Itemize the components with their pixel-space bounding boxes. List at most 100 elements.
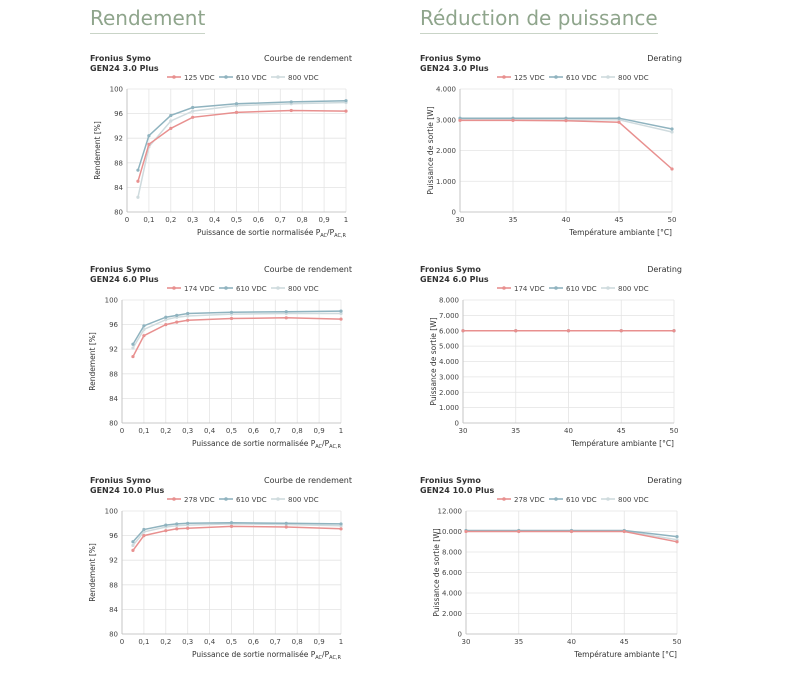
legend-swatch-marker	[172, 286, 176, 290]
x-tick-label: 0,8	[292, 638, 303, 646]
product-model: GEN24 3.0 Plus	[420, 64, 489, 73]
legend-label: 800 VDC	[288, 74, 319, 82]
x-tick-label: 0,8	[292, 427, 303, 435]
y-tick-label: 88	[109, 370, 118, 378]
data-point	[131, 540, 135, 544]
legend-swatch-marker	[172, 497, 176, 501]
legend-label: 800 VDC	[288, 496, 319, 504]
x-tick-label: 30	[459, 427, 468, 435]
legend-swatch-marker	[606, 497, 610, 501]
x-axis-label-main: Température ambiante [°C]	[570, 439, 674, 448]
product-name: Fronius Symo	[420, 54, 481, 63]
x-tick-label: 0,4	[204, 638, 216, 646]
data-point	[617, 116, 621, 120]
y-axis-label: Puissance de sortie [W]	[432, 528, 441, 616]
product-name: Fronius Symo	[420, 265, 481, 274]
y-axis-label: Rendement [%]	[88, 543, 97, 602]
legend-label: 610 VDC	[236, 496, 267, 504]
data-point	[289, 108, 293, 113]
y-tick-label: 8.000	[439, 297, 459, 305]
data-point	[164, 523, 168, 527]
legend-label: 610 VDC	[236, 74, 267, 82]
data-point	[617, 120, 621, 124]
x-tick-label: 0,1	[138, 427, 149, 435]
product-name: Fronius Symo	[420, 476, 481, 485]
data-point	[175, 320, 179, 324]
x-tick-label: 1	[339, 638, 343, 646]
x-axis-label: Puissance de sortie normalisée PAC/PAC,R	[192, 650, 342, 661]
chart-title: Courbe de rendement	[264, 265, 352, 274]
y-tick-label: 96	[109, 321, 118, 329]
series-line-610-vdc	[132, 310, 342, 345]
x-axis-label-mid: /P	[322, 650, 330, 659]
x-axis-label-sub2: AC,R	[329, 655, 341, 661]
legend-label: 125 VDC	[514, 74, 545, 82]
chart-title: Derating	[647, 265, 682, 274]
legend-swatch-marker	[554, 75, 558, 79]
series-line-278-vdc	[132, 525, 342, 551]
data-point	[229, 521, 234, 525]
x-tick-label: 45	[617, 427, 626, 435]
y-axis-label: Rendement [%]	[93, 121, 102, 180]
chart-title: Courbe de rendement	[264, 54, 352, 63]
x-tick-label: 40	[567, 638, 576, 646]
legend-swatch-marker	[554, 497, 558, 501]
x-tick-label: 50	[673, 638, 682, 646]
data-point	[339, 522, 343, 526]
data-point	[164, 323, 168, 327]
data-point	[344, 109, 348, 113]
data-point	[191, 105, 195, 110]
chart-title: Derating	[647, 54, 682, 63]
x-tick-label: 50	[668, 216, 677, 224]
x-tick-label: 0,3	[187, 216, 198, 224]
x-axis-label-main: Puissance de sortie normalisée P	[192, 650, 316, 659]
data-point	[175, 527, 179, 531]
data-point	[344, 99, 348, 103]
y-tick-label: 0	[452, 209, 456, 217]
data-point	[229, 310, 234, 314]
data-point	[569, 529, 574, 534]
legend-label: 610 VDC	[566, 285, 597, 293]
legend-label: 610 VDC	[566, 496, 597, 504]
legend-label: 174 VDC	[184, 285, 215, 293]
x-tick-label: 45	[620, 638, 629, 646]
data-point	[511, 118, 515, 122]
data-point	[564, 116, 568, 120]
legend-label: 278 VDC	[184, 496, 215, 504]
y-tick-label: 3.000	[439, 373, 459, 381]
data-point	[136, 179, 140, 183]
data-point	[169, 119, 173, 123]
product-model: GEN24 10.0 Plus	[90, 486, 164, 495]
data-point	[672, 329, 676, 333]
x-axis-label-sub2: AC,R	[334, 233, 346, 239]
x-tick-label: 0,1	[143, 216, 154, 224]
y-axis-label: Puissance de sortie [W]	[429, 317, 438, 405]
y-tick-label: 2.000	[436, 147, 456, 155]
product-model: GEN24 6.0 Plus	[90, 275, 159, 284]
y-tick-label: 6.000	[439, 327, 459, 335]
data-point	[169, 113, 173, 118]
product-model: GEN24 10.0 Plus	[420, 486, 494, 495]
data-point	[147, 142, 151, 146]
data-point	[131, 342, 135, 346]
y-tick-label: 100	[110, 86, 123, 94]
data-point	[514, 329, 518, 333]
x-tick-label: 0,5	[231, 216, 242, 224]
y-tick-label: 0	[458, 631, 462, 639]
legend-label: 800 VDC	[618, 496, 649, 504]
series-line-610-vdc	[132, 521, 342, 543]
data-point	[619, 329, 623, 333]
legend-swatch-marker	[276, 75, 280, 79]
legend-swatch-marker	[502, 497, 506, 501]
data-point	[186, 311, 190, 316]
data-point	[564, 119, 568, 123]
y-tick-label: 80	[109, 631, 118, 639]
y-tick-label: 6.000	[442, 569, 462, 577]
data-point	[142, 324, 146, 328]
data-point	[131, 354, 135, 359]
data-point	[186, 526, 190, 530]
x-tick-label: 1	[344, 216, 348, 224]
data-point	[175, 313, 179, 317]
